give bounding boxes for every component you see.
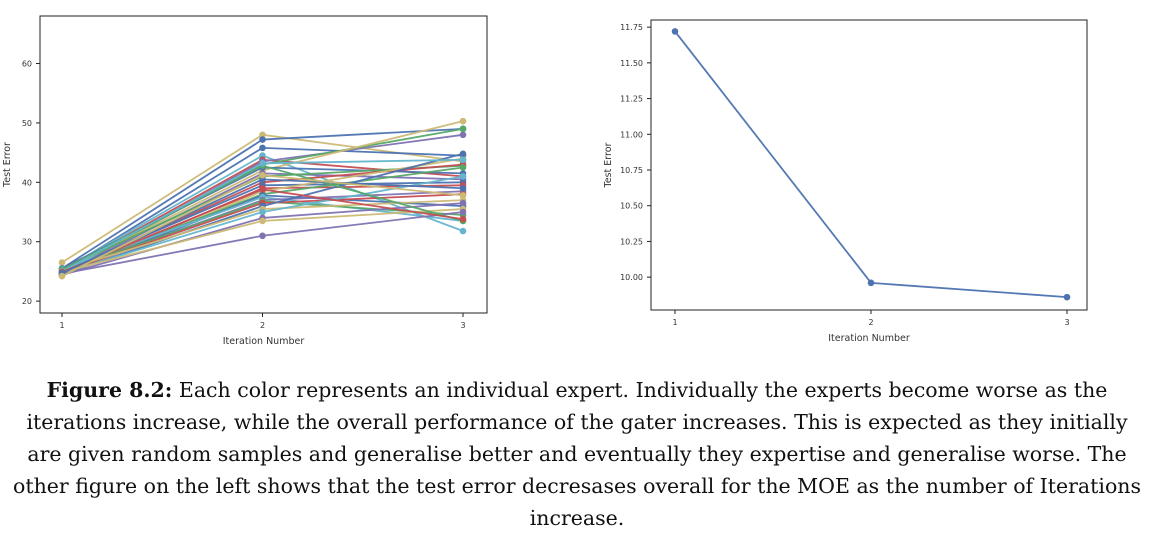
x-tick-label: 3 [1064, 318, 1069, 327]
x-axis-label: Iteration Number [223, 336, 305, 347]
y-axis-label: Test Error [603, 142, 614, 188]
plot-frame [651, 20, 1087, 310]
y-tick-label: 60 [22, 60, 32, 69]
data-point [460, 156, 467, 163]
data-point [59, 273, 66, 280]
chart-1: 20 30 40 50 60 1 2 3 Iteration Number Test Error [2, 16, 487, 347]
data-point [460, 164, 467, 171]
data-point [460, 192, 467, 199]
x-tick-label: 1 [59, 321, 64, 330]
data-point [1064, 294, 1071, 301]
data-point [59, 259, 66, 266]
y-tick-label: 10.50 [620, 202, 643, 211]
data-point [259, 209, 266, 216]
chart-2: 10.00 10.25 10.50 10.75 11.00 11.25 11.50 11.75… [603, 20, 1087, 344]
data-point [259, 232, 266, 239]
data-point [460, 200, 467, 207]
data-point [460, 151, 467, 158]
y-tick-label: 20 [22, 297, 32, 306]
data-point [868, 280, 875, 287]
x-tick-label: 2 [260, 321, 265, 330]
data-point [460, 132, 467, 139]
y-tick-label: 40 [22, 178, 32, 187]
series-line-1 [675, 31, 1067, 297]
y-tick-label: 11.25 [620, 95, 643, 104]
x-tick-label: 1 [672, 318, 677, 327]
data-point [259, 218, 266, 225]
x-tick-label: 2 [868, 318, 873, 327]
y-tick-label: 11.75 [620, 23, 643, 32]
y-axis-label: Test Error [2, 142, 13, 188]
data-point [460, 126, 467, 133]
data-point [259, 172, 266, 179]
figure-caption-label: Figure 8.2: [47, 378, 173, 402]
data-point [460, 118, 467, 125]
data-point [672, 28, 679, 35]
data-point [460, 228, 467, 235]
data-point [259, 136, 266, 143]
y-tick-label: 10.00 [620, 273, 643, 282]
data-point [460, 209, 467, 216]
data-point [259, 160, 266, 167]
y-tick-label: 50 [22, 119, 32, 128]
y-tick-label: 10.75 [620, 166, 643, 175]
data-point [460, 173, 467, 180]
data-point [460, 185, 467, 192]
data-point [460, 216, 467, 223]
data-point [259, 145, 266, 152]
y-tick-label: 10.25 [620, 237, 643, 246]
y-tick-label: 11.00 [620, 130, 643, 139]
x-axis-label: Iteration Number [828, 333, 910, 344]
y-tick-label: 30 [22, 238, 32, 247]
figure-caption: Figure 8.2: Each color represents an ind… [8, 374, 1146, 534]
y-tick-label: 11.50 [620, 59, 643, 68]
x-tick-label: 3 [460, 321, 465, 330]
figure-caption-text: Each color represents an individual expe… [13, 378, 1141, 530]
data-point [259, 186, 266, 193]
